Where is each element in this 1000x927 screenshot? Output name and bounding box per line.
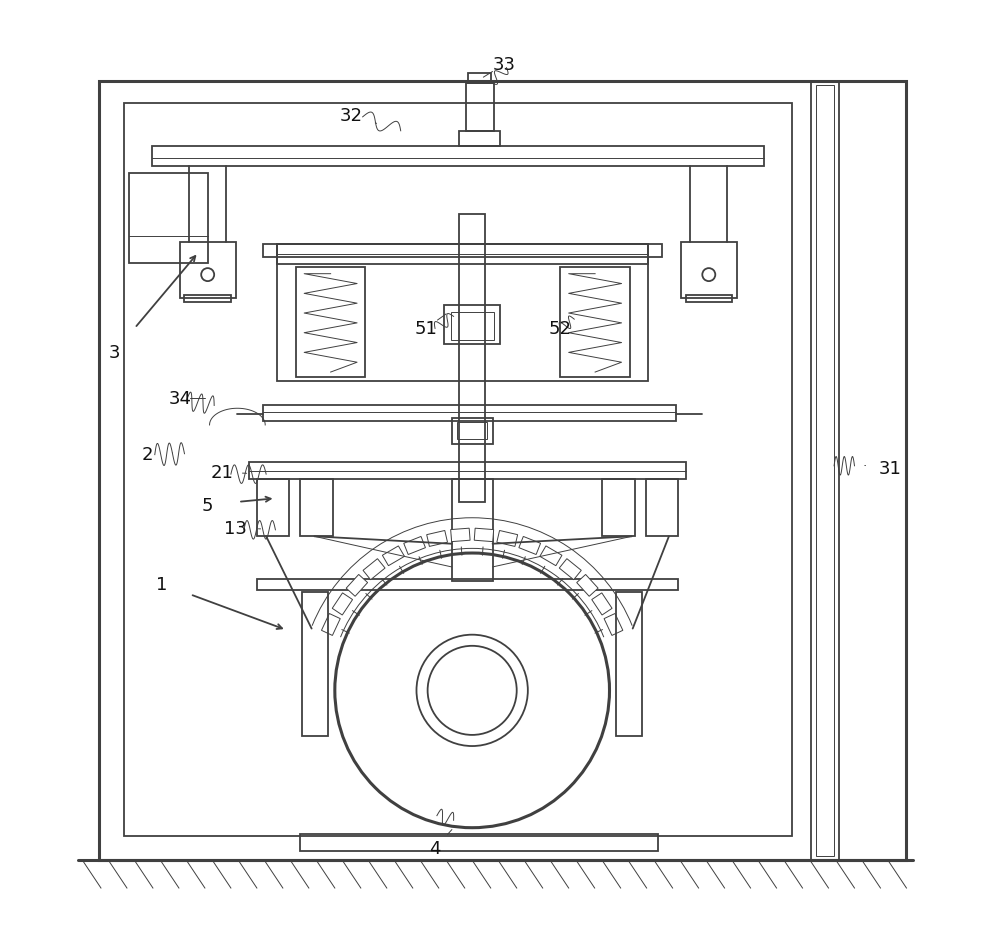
Text: 33: 33 xyxy=(493,56,516,74)
Bar xyxy=(300,834,658,851)
Bar xyxy=(404,537,425,555)
Text: 52: 52 xyxy=(549,320,572,338)
Text: 34: 34 xyxy=(168,389,191,408)
Bar xyxy=(451,528,470,542)
Bar xyxy=(559,559,581,580)
Bar xyxy=(474,528,494,542)
Bar xyxy=(686,296,732,303)
Text: 5: 5 xyxy=(202,496,213,514)
Bar xyxy=(332,593,353,616)
Text: 13: 13 xyxy=(224,519,247,538)
Bar xyxy=(457,423,487,439)
Bar xyxy=(263,405,676,422)
Text: 2: 2 xyxy=(142,445,153,464)
Bar xyxy=(816,86,834,856)
Text: 31: 31 xyxy=(878,459,901,477)
Bar xyxy=(382,546,404,566)
Text: 4: 4 xyxy=(429,839,441,857)
Bar xyxy=(300,479,333,537)
Bar xyxy=(452,418,493,444)
Bar xyxy=(263,245,662,258)
Bar xyxy=(124,104,792,836)
Bar xyxy=(604,614,623,636)
Bar xyxy=(302,592,328,736)
Bar xyxy=(249,463,686,479)
Bar xyxy=(277,245,648,265)
Bar xyxy=(346,575,368,597)
Bar xyxy=(257,479,289,537)
Bar xyxy=(540,546,562,566)
Bar xyxy=(452,479,493,581)
Text: 3: 3 xyxy=(109,343,121,362)
Bar xyxy=(681,243,737,298)
Bar xyxy=(497,531,518,547)
Text: 32: 32 xyxy=(340,107,363,125)
Bar xyxy=(616,592,642,736)
Bar xyxy=(811,82,839,860)
Bar xyxy=(451,312,494,340)
Bar xyxy=(277,245,648,382)
Bar xyxy=(427,531,447,547)
Bar xyxy=(459,132,500,146)
Bar xyxy=(592,593,612,616)
Text: 21: 21 xyxy=(210,464,233,482)
Bar xyxy=(99,82,906,860)
Bar xyxy=(444,306,500,345)
Bar xyxy=(184,296,231,303)
Bar xyxy=(296,268,365,377)
Text: 1: 1 xyxy=(156,575,167,593)
Bar xyxy=(459,215,485,502)
Bar xyxy=(602,479,635,537)
Bar xyxy=(363,559,385,580)
Bar xyxy=(577,575,598,597)
Bar xyxy=(646,479,678,537)
Bar xyxy=(321,614,340,636)
Bar xyxy=(152,146,764,167)
Bar xyxy=(466,83,494,132)
Bar xyxy=(129,173,208,264)
Bar xyxy=(257,579,678,590)
Bar xyxy=(180,243,236,298)
Text: 51: 51 xyxy=(414,320,437,338)
Bar xyxy=(560,268,630,377)
Bar xyxy=(468,74,491,83)
Bar xyxy=(519,537,541,555)
